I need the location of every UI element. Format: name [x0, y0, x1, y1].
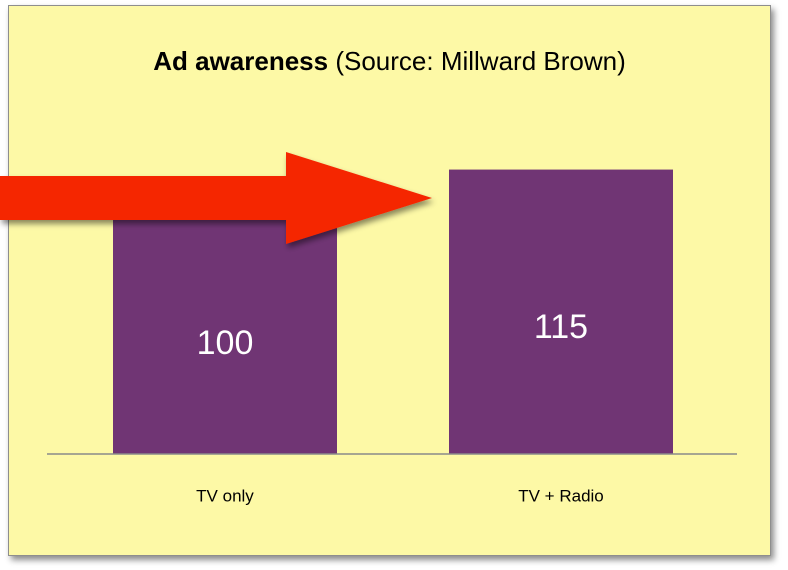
chart-title-source: (Source: Millward Brown) [328, 46, 626, 76]
category-label: TV only [196, 486, 254, 505]
category-label: TV + Radio [518, 486, 604, 505]
bar-tv-radio [449, 169, 673, 455]
bar-value-label: 100 [197, 324, 254, 362]
chart-title: Ad awareness (Source: Millward Brown) [8, 46, 771, 77]
bar-tv-only [113, 206, 337, 454]
bar-value-label: 115 [534, 308, 588, 346]
chart-title-bold: Ad awareness [153, 46, 329, 76]
